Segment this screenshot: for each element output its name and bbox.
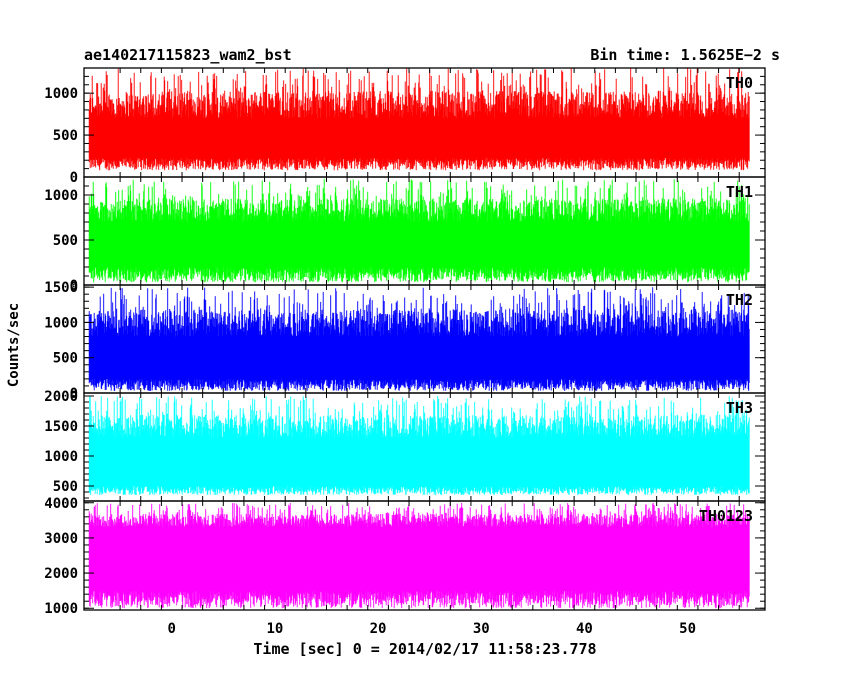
x-tick-label: 30 bbox=[473, 621, 490, 637]
chart-title: ae140217115823_wam2_bst bbox=[84, 46, 292, 64]
series-th0123-core bbox=[89, 531, 750, 586]
y-tick-label-th3: 1000 bbox=[44, 449, 78, 465]
x-axis-label: Time [sec] 0 = 2014/02/17 11:58:23.778 bbox=[253, 640, 596, 658]
series-label-th3: TH3 bbox=[726, 399, 753, 417]
bin-time-label: Bin time: 1.5625E−2 s bbox=[590, 46, 780, 64]
panel-frame-th0123 bbox=[83, 500, 766, 611]
y-tick-label-th0: 1000 bbox=[44, 86, 78, 102]
y-tick-label-th0123: 4000 bbox=[44, 496, 78, 512]
y-tick-label-th2: 1000 bbox=[44, 315, 78, 331]
y-axis-label: Counts/sec bbox=[6, 303, 22, 387]
x-tick-label: 40 bbox=[576, 621, 593, 637]
y-tick-label-th3: 1500 bbox=[44, 419, 78, 435]
y-tick-label-th0: 0 bbox=[70, 170, 78, 186]
y-tick-label-th2: 0 bbox=[70, 386, 78, 402]
series-label-th0123: TH0123 bbox=[699, 507, 753, 525]
y-tick-label-th0123: 3000 bbox=[44, 531, 78, 547]
y-tick-label-th0123: 1000 bbox=[44, 601, 78, 617]
y-tick-label-th0: 500 bbox=[53, 128, 78, 144]
y-tick-label-th1: 1000 bbox=[44, 188, 78, 204]
series-label-th1: TH1 bbox=[726, 183, 753, 201]
series-label-th2: TH2 bbox=[726, 291, 753, 309]
x-tick-label: 20 bbox=[370, 621, 387, 637]
x-tick-label: 0 bbox=[167, 621, 175, 637]
y-tick-label-th2: 1500 bbox=[44, 280, 78, 296]
series-th1-core bbox=[89, 224, 750, 263]
y-tick-label-th2: 500 bbox=[53, 351, 78, 367]
series-th2-core bbox=[89, 339, 750, 376]
series-th0-spikes bbox=[88, 68, 750, 171]
series-th0-core bbox=[89, 120, 750, 155]
y-tick-label-th3: 2000 bbox=[44, 389, 78, 405]
x-tick-label: 50 bbox=[679, 621, 696, 637]
series-th3-core bbox=[89, 440, 750, 482]
y-tick-label-th3: 500 bbox=[53, 479, 78, 495]
y-tick-label-th1: 500 bbox=[53, 233, 78, 249]
y-tick-label-th0123: 2000 bbox=[44, 566, 78, 582]
y-tick-label-th1: 0 bbox=[70, 278, 78, 294]
series-label-th0: TH0 bbox=[726, 74, 753, 92]
x-tick-label: 10 bbox=[266, 621, 283, 637]
